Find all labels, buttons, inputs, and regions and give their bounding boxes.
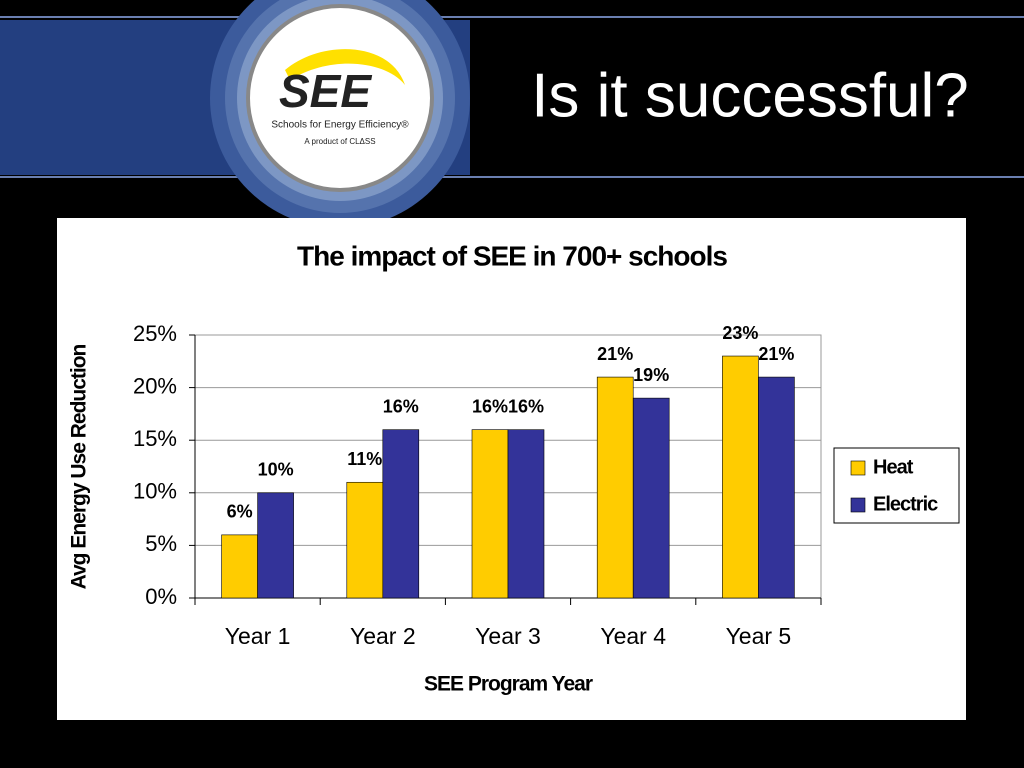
value-label: 16% [508,396,544,416]
value-label: 21% [758,344,794,364]
slide-title: Is it successful? [531,61,969,130]
x-axis-title: SEE Program Year [424,673,593,696]
y-tick-label: 20% [133,373,177,398]
y-tick-label: 0% [145,584,177,609]
value-label: 6% [227,502,253,522]
logo-tagline: Schools for Energy Efficiency® [271,120,409,131]
value-label: 16% [472,396,508,416]
value-label: 19% [633,365,669,385]
bar [722,355,759,599]
legend-label: Electric [873,493,938,515]
bar [257,492,294,599]
value-label: 23% [722,323,758,343]
bar [507,429,545,599]
x-tick-label: Year 2 [350,623,416,649]
y-tick-label: 10% [133,479,177,504]
bar [596,376,634,599]
bar [382,429,420,599]
value-label: 21% [597,344,633,364]
value-label: 11% [347,449,382,469]
value-label: 16% [383,396,419,416]
bar [632,397,670,599]
x-tick-label: Year 5 [726,623,792,649]
logo-name: SEE [279,65,372,117]
x-tick-label: Year 3 [475,623,541,649]
legend-swatch [850,497,866,513]
logo-product: A product of CLΔSS [304,137,375,146]
bar [758,376,795,599]
bar [221,534,258,599]
y-axis-title: Avg Energy Use Reduction [68,344,91,589]
header-dark [470,20,1024,175]
y-tick-label: 25% [133,321,177,346]
y-tick-label: 5% [145,531,177,556]
legend-swatch [850,460,866,476]
legend-label: Heat [873,456,914,478]
value-label: 10% [258,460,294,480]
logo-swoosh [285,49,405,85]
bar [346,481,384,599]
logo-circle [246,4,434,192]
bar [471,429,509,599]
x-tick-label: Year 4 [600,623,666,649]
y-tick-label: 15% [133,426,177,451]
x-tick-label: Year 1 [225,623,291,649]
chart-title: The impact of SEE in 700+ schools [297,240,727,271]
